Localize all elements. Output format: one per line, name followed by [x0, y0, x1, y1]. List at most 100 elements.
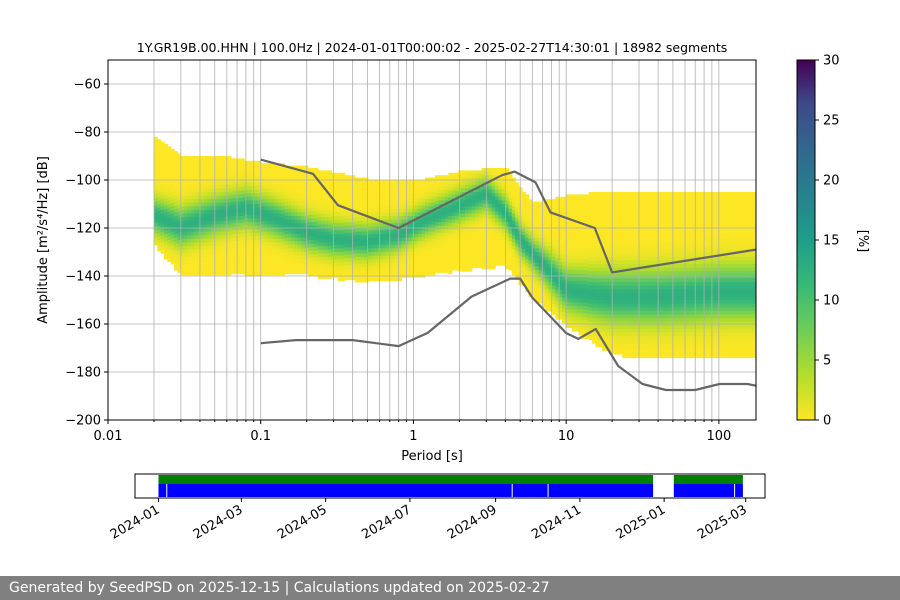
density-cell [264, 192, 269, 197]
density-cell [501, 229, 506, 234]
density-cell [347, 268, 352, 273]
density-cell [217, 231, 222, 236]
density-cell [368, 194, 372, 199]
density-cell [602, 325, 607, 330]
density-cell [638, 274, 643, 279]
density-cell [230, 226, 235, 231]
density-cell [434, 214, 439, 219]
density-cell [240, 248, 245, 253]
density-cell [578, 255, 583, 260]
density-cell [240, 219, 245, 224]
density-cell [648, 235, 653, 240]
density-cell [177, 222, 182, 227]
density-cell [321, 271, 326, 276]
density-cell [438, 186, 443, 191]
density-cell [478, 256, 483, 261]
density-cell [598, 202, 603, 207]
density-cell [271, 220, 275, 225]
density-cell [307, 204, 312, 209]
density-cell [217, 228, 222, 233]
density-cell [588, 206, 593, 211]
density-cell [167, 164, 172, 169]
density-cell [394, 241, 399, 246]
density-cell [398, 205, 403, 210]
density-cell [538, 277, 543, 282]
density-cell [357, 264, 362, 269]
density-cell [174, 259, 178, 264]
density-cell [454, 226, 459, 231]
density-cell [424, 206, 429, 211]
density-cell [157, 157, 162, 162]
density-cell [274, 267, 279, 272]
density-cell [164, 180, 168, 185]
density-cell [565, 244, 570, 249]
density-cell [170, 217, 175, 222]
density-cell [515, 229, 520, 234]
density-cell [632, 292, 637, 297]
density-cell [224, 195, 229, 200]
density-cell [598, 278, 603, 283]
density-cell [605, 267, 610, 272]
density-cell [174, 226, 178, 231]
density-cell [357, 235, 362, 240]
density-cell [595, 274, 600, 279]
density-cell [531, 201, 536, 206]
density-cell [398, 226, 403, 231]
density-cell [384, 205, 389, 210]
density-cell [177, 157, 182, 162]
density-cell [638, 350, 643, 355]
density-cell [535, 230, 540, 235]
density-cell [648, 303, 653, 308]
density-cell [174, 165, 178, 170]
density-cell [652, 249, 657, 254]
density-cell [648, 199, 653, 204]
density-cell [177, 193, 182, 198]
density-cell [555, 308, 560, 313]
density-cell [488, 236, 493, 241]
density-cell [495, 243, 500, 248]
density-cell [240, 252, 245, 257]
density-cell [451, 230, 456, 235]
density-cell [635, 238, 640, 243]
density-cell [521, 195, 526, 200]
density-cell [491, 265, 496, 270]
density-cell [224, 228, 229, 233]
density-cell [562, 312, 566, 317]
density-cell [254, 229, 259, 234]
density-cell [167, 247, 172, 252]
density-cell [508, 176, 513, 181]
density-cell [625, 314, 630, 319]
density-cell [281, 210, 286, 215]
density-cell [618, 285, 623, 290]
density-cell [374, 248, 379, 253]
density-cell [659, 300, 663, 305]
density-cell [638, 253, 643, 258]
density-cell [190, 174, 195, 179]
density-cell [652, 354, 657, 359]
density-cell [200, 166, 205, 171]
density-cell [204, 184, 209, 189]
density-cell [585, 201, 590, 206]
density-cell [234, 176, 239, 181]
density-cell [655, 267, 660, 272]
density-cell [562, 286, 566, 291]
density-cell [444, 265, 449, 270]
density-cell [461, 260, 466, 265]
density-cell [602, 231, 607, 236]
density-cell [401, 219, 406, 224]
density-cell [528, 282, 533, 287]
density-cell [508, 172, 513, 177]
density-cell [227, 188, 232, 193]
density-cell [421, 244, 426, 249]
density-cell [541, 289, 546, 294]
density-cell [261, 210, 265, 215]
density-cell [167, 186, 172, 191]
density-cell [498, 168, 503, 173]
density-cell [655, 339, 660, 344]
density-cell [274, 217, 279, 222]
density-cell [498, 250, 503, 255]
density-cell [488, 182, 493, 187]
density-cell [648, 228, 653, 233]
density-cell [301, 223, 306, 228]
density-cell [458, 249, 463, 254]
